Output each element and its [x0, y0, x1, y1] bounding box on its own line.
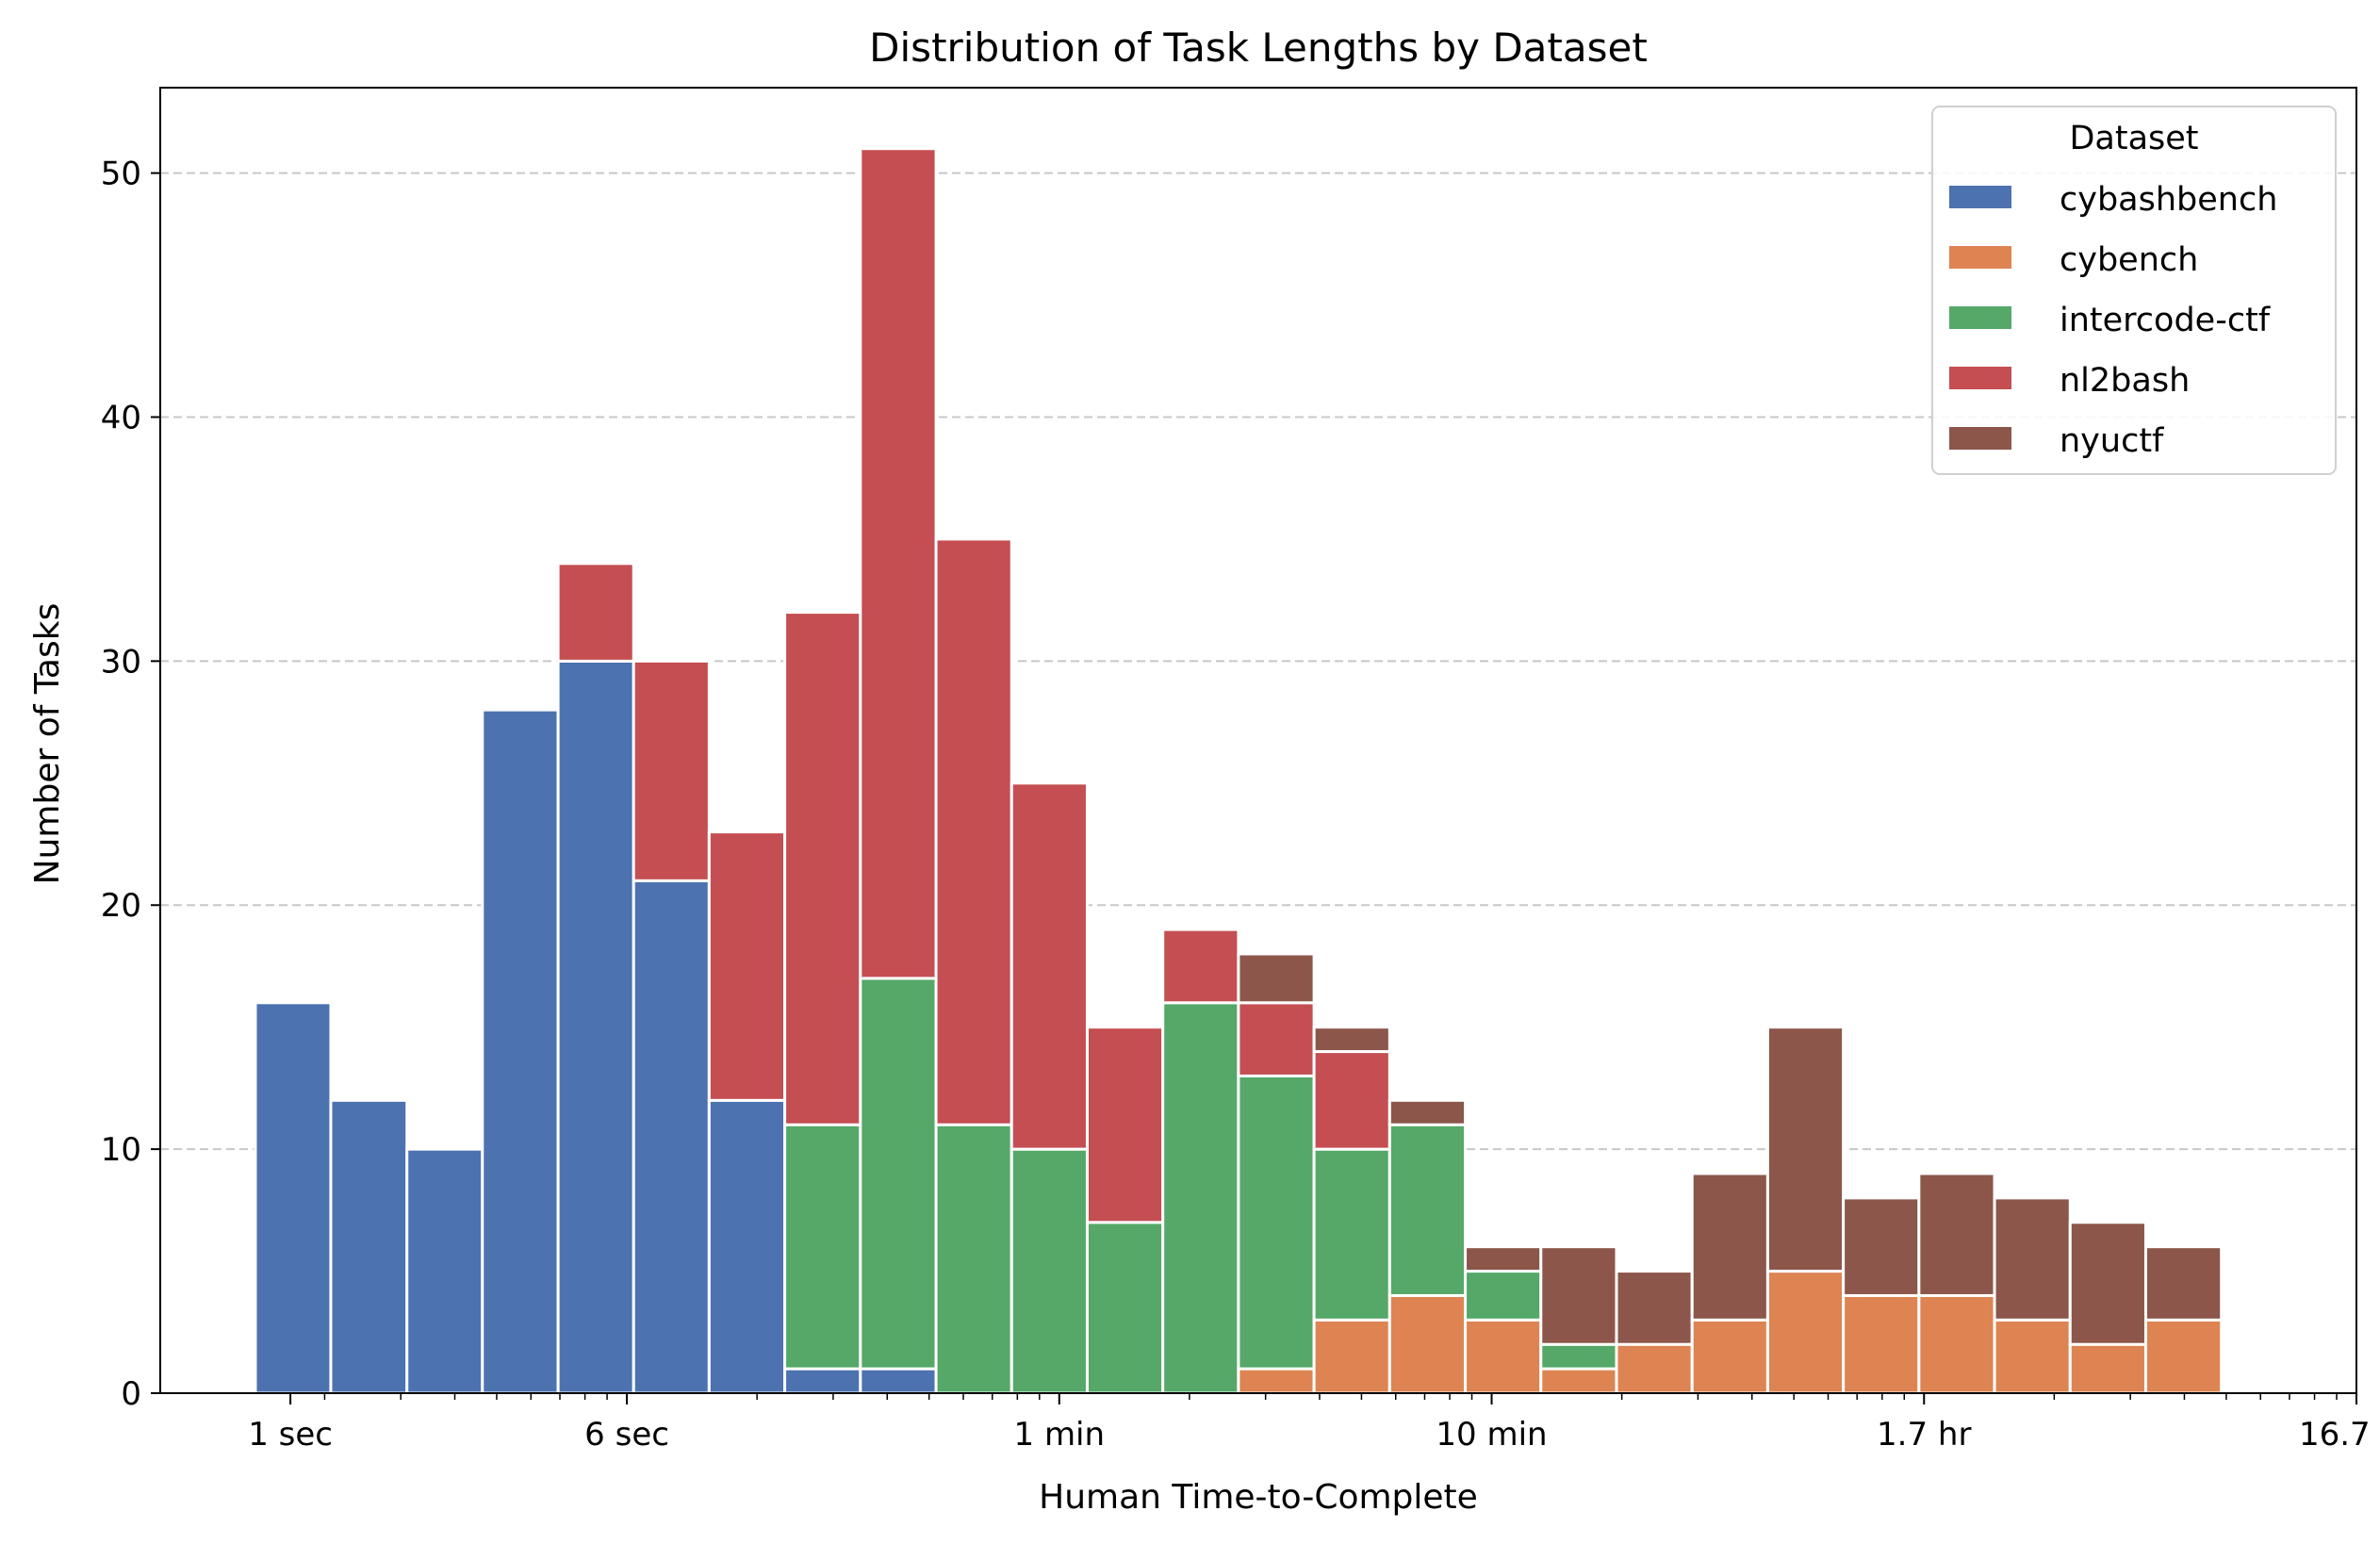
legend-box: [1931, 106, 2337, 475]
bar-cybench: [1312, 1318, 1391, 1395]
y-tick-label: 20: [101, 887, 141, 925]
bar-nyuctf: [1690, 1172, 1769, 1322]
bar-intercode-ctf: [1009, 1147, 1089, 1395]
bar-cybashbench: [859, 1367, 938, 1395]
legend-label-cybashbench: cybashbench: [2060, 181, 2277, 219]
bar-nl2bash: [783, 611, 862, 1126]
bar-cybench: [2068, 1342, 2147, 1395]
bar-nl2bash: [859, 147, 938, 980]
legend-label-cybench: cybench: [2060, 241, 2198, 279]
bar-cybashbench: [254, 1001, 333, 1395]
bar-intercode-ctf: [1161, 1001, 1240, 1395]
bars: [254, 147, 2224, 1395]
legend-label-nl2bash: nl2bash: [2060, 362, 2190, 400]
x-tick-label: 1.7 hr: [1877, 1416, 1971, 1454]
bar-nl2bash: [1085, 1026, 1165, 1224]
bar-intercode-ctf: [859, 977, 938, 1371]
bar-cybench: [2143, 1318, 2224, 1395]
x-tick-label: 16.7 hr: [2299, 1416, 2380, 1454]
y-tick-label: 30: [101, 643, 141, 681]
legend-swatch-cybashbench: [1949, 186, 2011, 208]
bar-nyuctf: [1539, 1245, 1618, 1346]
chart-title: Distribution of Task Lengths by Dataset: [869, 25, 1648, 71]
x-tick-label: 1 sec: [248, 1416, 333, 1454]
x-tick-label: 6 sec: [584, 1416, 669, 1454]
bar-intercode-ctf: [1312, 1147, 1391, 1322]
bar-cybashbench: [481, 708, 560, 1395]
bar-cybench: [1615, 1342, 1694, 1395]
bar-nl2bash: [1161, 928, 1240, 1005]
bar-nyuctf: [1765, 1026, 1846, 1273]
bar-nl2bash: [632, 659, 711, 882]
bar-nyuctf: [1237, 952, 1316, 1005]
bar-nyuctf: [1993, 1196, 2072, 1322]
bar-nl2bash: [1237, 1001, 1316, 1077]
y-tick-label: 0: [121, 1375, 141, 1413]
bar-intercode-ctf: [934, 1123, 1013, 1395]
y-tick-label: 40: [101, 399, 141, 436]
bar-nl2bash: [556, 562, 635, 663]
bar-nyuctf: [1387, 1098, 1468, 1126]
bar-cybench: [1993, 1318, 2072, 1395]
y-tick-label: 10: [101, 1131, 141, 1169]
bar-nyuctf: [1464, 1245, 1543, 1273]
bar-nyuctf: [1615, 1270, 1694, 1346]
plot-frame: [159, 87, 2357, 1394]
legend-swatch-intercode-ctf: [1949, 306, 2011, 329]
legend-title: Dataset: [2069, 120, 2198, 157]
ticks: 0 10 20 30 40 50 1 sec 6 sec 1 min 10 min 1.7 hr 16…: [101, 156, 2380, 1454]
x-tick-label: 1 min: [1014, 1416, 1106, 1454]
bar-intercode-ctf: [1085, 1221, 1165, 1395]
bar-nyuctf: [2143, 1245, 2224, 1322]
x-axis-label: Human Time-to-Complete: [1039, 1478, 1478, 1517]
bar-cybench: [1690, 1318, 1769, 1395]
bar-intercode-ctf: [783, 1123, 862, 1371]
axes: [159, 87, 2357, 1394]
bar-intercode-ctf: [1237, 1074, 1316, 1371]
bar-nl2bash: [1009, 781, 1089, 1151]
bar-intercode-ctf: [1539, 1342, 1618, 1371]
bar-nl2bash: [707, 830, 787, 1102]
bar-cybench: [1387, 1293, 1468, 1395]
bar-cybashbench: [632, 879, 711, 1395]
y-tick-label: 50: [101, 156, 141, 193]
bar-cybench: [1842, 1293, 1921, 1395]
bar-nyuctf: [1917, 1172, 1996, 1297]
bar-cybashbench: [707, 1098, 787, 1395]
legend-swatch-cybench: [1949, 246, 2011, 269]
legend-swatch-nyuctf: [1949, 427, 2011, 450]
bar-nyuctf: [1842, 1196, 1921, 1297]
bar-nl2bash: [1312, 1050, 1391, 1151]
bar-intercode-ctf: [1387, 1123, 1468, 1297]
bar-cybashbench: [329, 1098, 409, 1395]
bar-cybench: [1237, 1367, 1316, 1395]
bar-cybench: [1765, 1270, 1846, 1395]
legend: Dataset cybashbench cybench intercode-ctf nl…: [1931, 106, 2337, 475]
x-tick-label: 10 min: [1436, 1416, 1547, 1454]
bar-nl2bash: [934, 537, 1013, 1126]
bar-nyuctf: [2068, 1221, 2147, 1346]
bar-nyuctf: [1312, 1026, 1391, 1054]
bar-cybench: [1464, 1318, 1543, 1395]
bar-cybashbench: [783, 1367, 862, 1395]
legend-label-nyuctf: nyuctf: [2060, 422, 2164, 460]
bar-cybashbench: [405, 1147, 484, 1395]
y-axis-label: Number of Tasks: [28, 603, 67, 885]
bar-cybashbench: [556, 659, 635, 1395]
legend-label-intercode-ctf: intercode-ctf: [2060, 302, 2271, 339]
legend-swatch-nl2bash: [1949, 367, 2011, 389]
bar-cybench: [1917, 1293, 1996, 1395]
bar-cybench: [1539, 1367, 1618, 1395]
bar-intercode-ctf: [1464, 1270, 1543, 1322]
